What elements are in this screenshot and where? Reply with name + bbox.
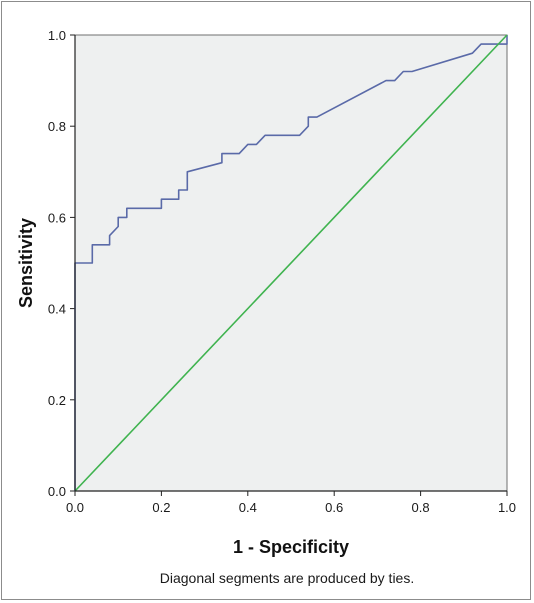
y-tick-label: 0.4: [48, 302, 66, 317]
y-tick-label: 0.0: [48, 484, 66, 499]
x-tick-label: 0.4: [239, 500, 257, 515]
y-tick-label: 0.2: [48, 393, 66, 408]
x-tick-label: 0.6: [325, 500, 343, 515]
y-tick-label: 0.8: [48, 119, 66, 134]
x-tick-label: 0.8: [412, 500, 430, 515]
y-axis-title: Sensitivity: [16, 218, 36, 308]
roc-curve-line: [74, 35, 508, 491]
axis-ticks: 0.0 0.2 0.4 0.6 0.8 1.0 0.0 0.2 0.4 0.6 0.8 1.0: [48, 28, 516, 515]
x-axis-title: 1 - Specificity: [233, 537, 349, 557]
x-tick-label: 0.2: [152, 500, 170, 515]
series-layer: [74, 34, 508, 492]
y-tick-label: 1.0: [48, 28, 66, 43]
reference-line: [74, 34, 508, 492]
x-tick-label: 1.0: [498, 500, 516, 515]
x-tick-label: 0.0: [66, 500, 84, 515]
y-tick-label: 0.6: [48, 210, 66, 225]
chart-footnote: Diagonal segments are produced by ties.: [160, 570, 414, 586]
